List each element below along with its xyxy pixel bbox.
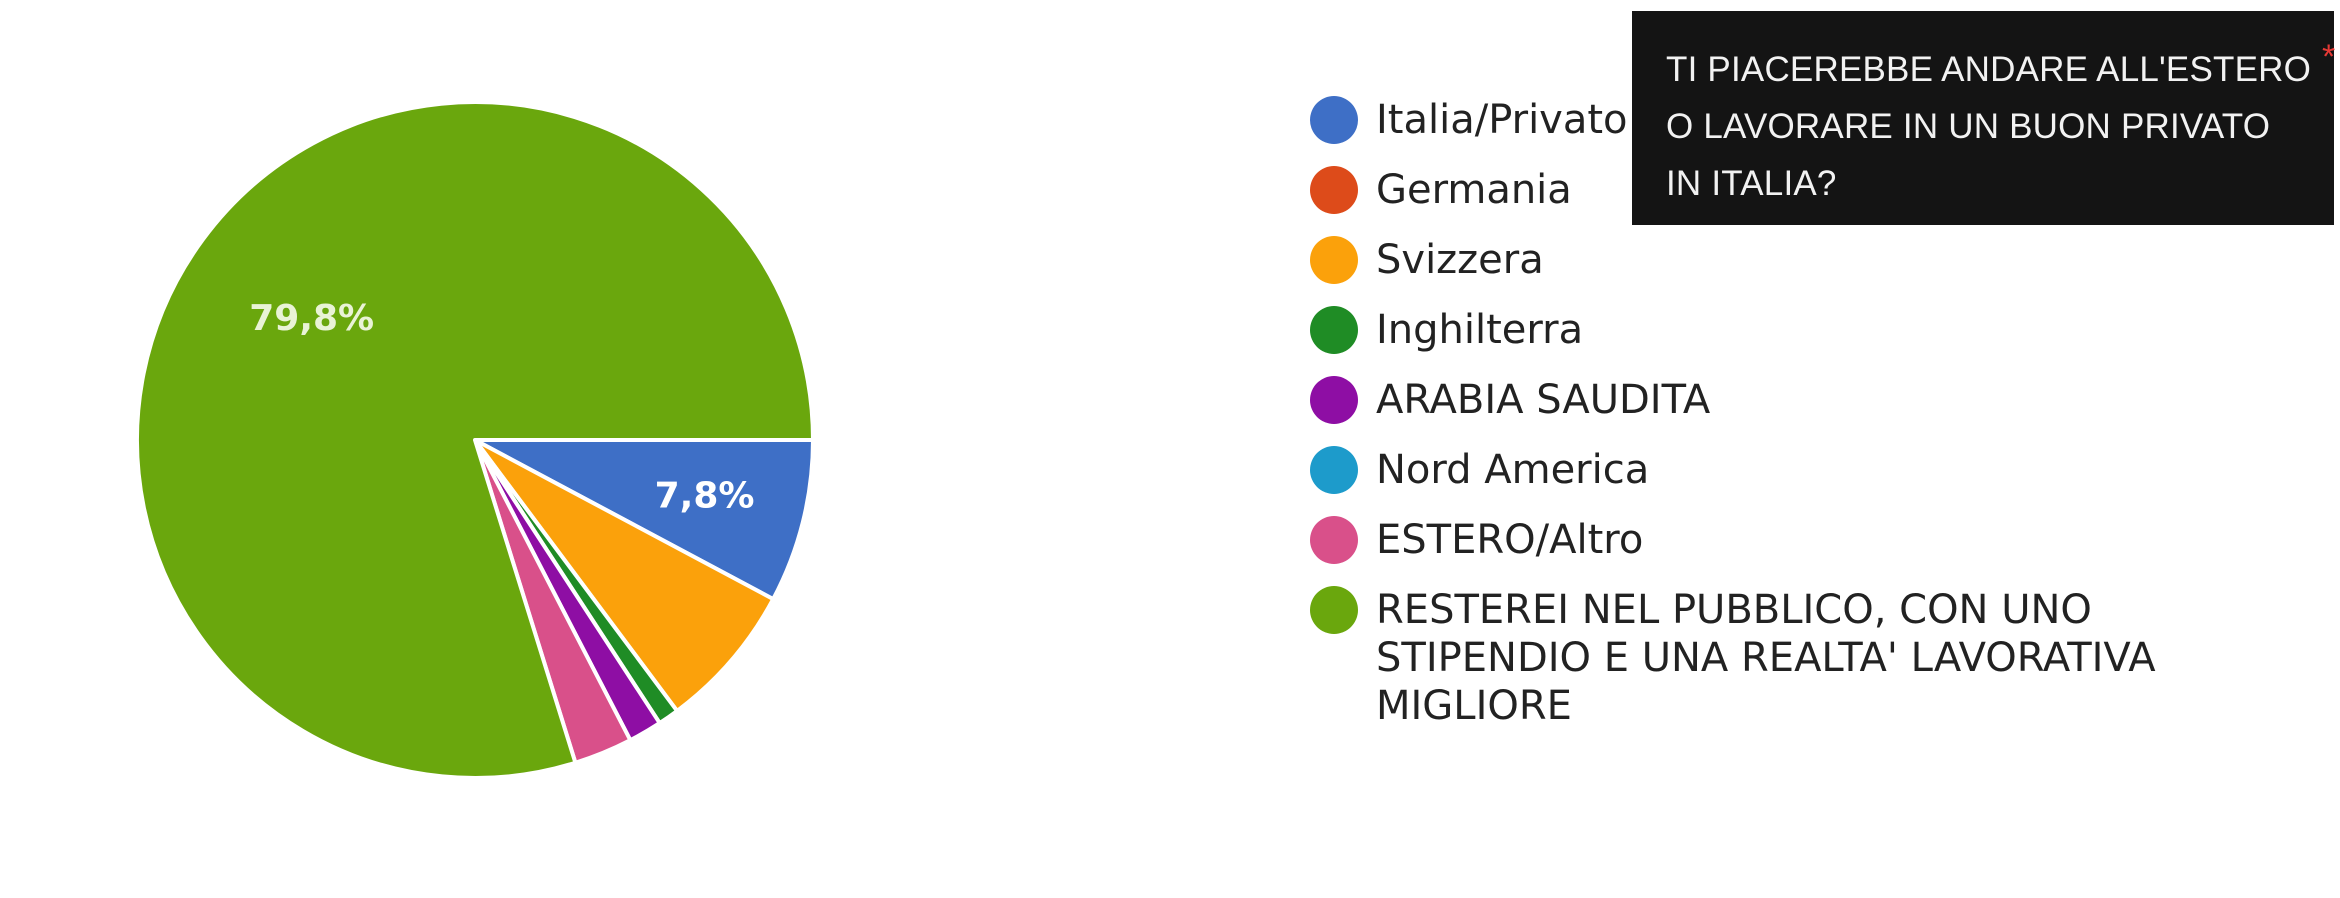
legend-item-svizzera[interactable]: Svizzera: [1310, 236, 2230, 284]
pie-slice-svizzera[interactable]: [473, 438, 776, 713]
legend-label: Italia/Privato: [1376, 97, 1628, 143]
legend-swatch-inghilterra: [1310, 306, 1358, 354]
legend-item-arabia-saudita[interactable]: ARABIA SAUDITA: [1310, 376, 2230, 424]
legend-label: ESTERO/Altro: [1376, 517, 1644, 563]
legend-label: Inghilterra: [1376, 307, 1584, 353]
legend-item-resterei-nel-pubblico[interactable]: RESTEREI NEL PUBBLICO, CON UNO STIPENDIO…: [1310, 586, 2230, 730]
pie-slices: [135, 100, 815, 780]
question-tooltip: TI PIACEREBBE ANDARE ALL'ESTERO O LAVORA…: [1632, 11, 2334, 225]
legend-label: ARABIA SAUDITA: [1376, 377, 1711, 423]
legend-swatch-italia-privato: [1310, 96, 1358, 144]
legend-swatch-estero-altro: [1310, 516, 1358, 564]
legend-swatch-resterei-nel-pubblico: [1310, 586, 1358, 634]
legend-label: Svizzera: [1376, 237, 1544, 283]
legend-item-inghilterra[interactable]: Inghilterra: [1310, 306, 2230, 354]
legend-item-nord-america[interactable]: Nord America: [1310, 446, 2230, 494]
legend-swatch-arabia-saudita: [1310, 376, 1358, 424]
pie-slice-labels: 7,8% 79,8%: [249, 298, 754, 517]
pie-slice-italia-privato[interactable]: [473, 438, 815, 602]
legend-label: Nord America: [1376, 447, 1650, 493]
legend-item-italia-privato[interactable]: Italia/Privato: [1310, 96, 2230, 144]
legend-swatch-svizzera: [1310, 236, 1358, 284]
required-asterisk: *: [2322, 38, 2336, 76]
chart-legend: Italia/Privato Germania Svizzera Inghilt…: [1310, 96, 2230, 752]
question-text: TI PIACEREBBE ANDARE ALL'ESTERO O LAVORA…: [1666, 50, 2312, 203]
legend-swatch-nord-america: [1310, 446, 1358, 494]
pie-slice-resterei-nel-pubblico-con-uno-stipendio-e-una-realta-lavorativa-migliore[interactable]: [135, 100, 815, 780]
legend-label: RESTEREI NEL PUBBLICO, CON UNO STIPENDIO…: [1376, 587, 2156, 729]
legend-item-estero-altro[interactable]: ESTERO/Altro: [1310, 516, 2230, 564]
legend-item-germania[interactable]: Germania: [1310, 166, 2230, 214]
pie-chart: 7,8% 79,8%: [135, 100, 815, 780]
legend-swatch-germania: [1310, 166, 1358, 214]
pie-slice-value-label: 79,8%: [249, 298, 374, 339]
pie-slice-value-label: 7,8%: [655, 475, 755, 516]
legend-label: Germania: [1376, 167, 1572, 213]
